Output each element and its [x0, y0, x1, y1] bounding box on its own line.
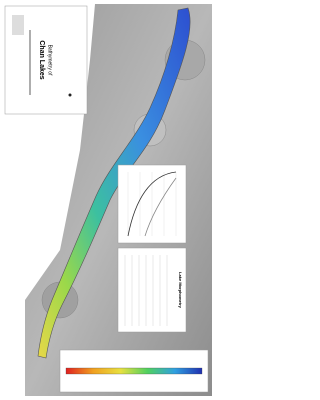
- area-curve: [144, 177, 177, 237]
- map-sheet: Bathymetry of Chan Lakes Lake Morphometr…: [4, 4, 212, 396]
- map-title-line1: Bathymetry of: [47, 45, 53, 76]
- legend-symbol: [68, 93, 72, 97]
- colorbar: [65, 367, 203, 375]
- capacity-curve: [127, 171, 177, 237]
- morphometry-panel: [117, 247, 187, 333]
- curve-grid: [127, 172, 177, 236]
- map-title-line2: Chan Lakes: [38, 40, 45, 79]
- lake-bathymetry: [37, 7, 191, 359]
- legend-note: [12, 15, 24, 35]
- morphometry-title: Lake Morphometry: [178, 272, 183, 309]
- morphometry-rows: [124, 255, 168, 326]
